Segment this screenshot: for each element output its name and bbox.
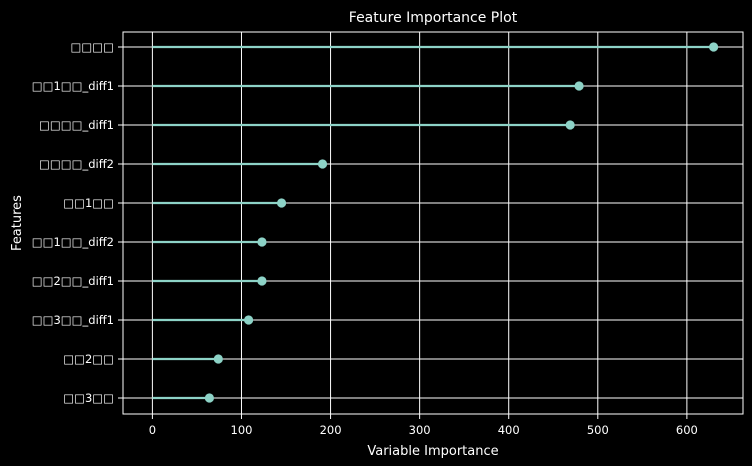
x-tick-label: 100 xyxy=(231,423,253,437)
x-axis-label: Variable Importance xyxy=(367,444,498,459)
y-tick-label: □□1□□_diff1 xyxy=(32,79,114,93)
lollipop-marker xyxy=(257,237,267,247)
lollipop-marker xyxy=(244,315,254,325)
y-tick-label: □□2□□ xyxy=(63,352,114,366)
y-tick-label: □□□□_diff1 xyxy=(39,118,114,132)
axes: 0 100 200 300 400 500 600 □□□□ □□1□□_diff1 □□□□_d… xyxy=(32,40,698,437)
y-tick-label: □□1□□ xyxy=(63,196,114,210)
lollipop-marker xyxy=(317,159,328,169)
y-axis-label: Features xyxy=(10,195,25,251)
y-tick-label: □□3□□_diff1 xyxy=(32,313,114,327)
x-tick-label: 200 xyxy=(320,423,342,437)
y-tick-label: □□□□ xyxy=(71,40,114,54)
chart-title: Feature Importance Plot xyxy=(349,10,518,26)
x-tick-label: 500 xyxy=(587,423,609,437)
y-tick-label: □□□□_diff2 xyxy=(39,157,114,171)
data-marks xyxy=(152,42,719,403)
x-tick-label: 300 xyxy=(409,423,431,437)
lollipop-marker xyxy=(204,393,215,403)
y-tick-label: □□1□□_diff2 xyxy=(32,235,114,249)
lollipop-marker xyxy=(709,42,719,52)
lollipop-marker xyxy=(565,120,575,130)
lollipop-marker xyxy=(574,81,584,91)
x-tick-label: 600 xyxy=(676,423,698,437)
lollipop-marker xyxy=(257,276,267,286)
lollipop-marker xyxy=(213,354,223,364)
x-tick-label: 0 xyxy=(149,423,156,437)
x-tick-label: 400 xyxy=(498,423,520,437)
lollipop-marker xyxy=(276,198,287,208)
plot-frame xyxy=(122,31,744,415)
y-tick-label: □□3□□ xyxy=(63,391,114,405)
y-tick-label: □□2□□_diff1 xyxy=(32,274,114,288)
